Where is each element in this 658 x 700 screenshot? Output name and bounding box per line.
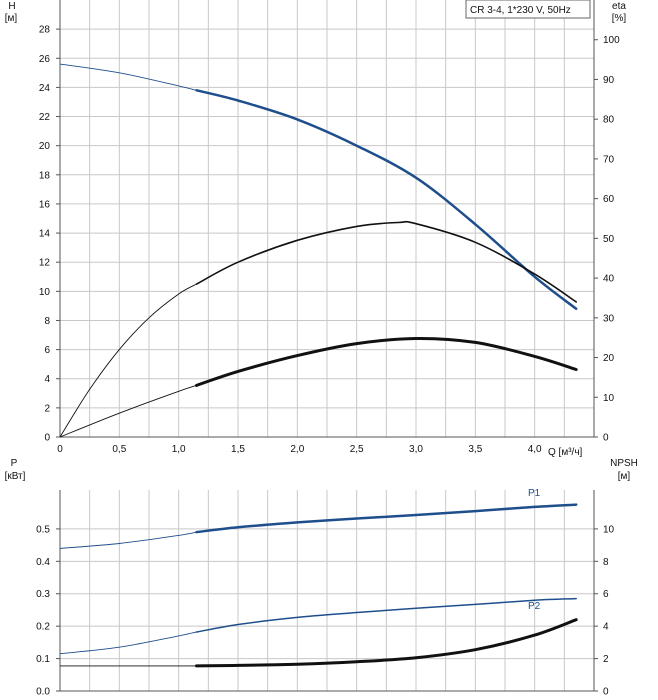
bottom-left-axis-unit: [кВт] xyxy=(5,471,26,482)
left-tick-label: 0.1 xyxy=(36,654,50,665)
bottom-left-axis-title: P xyxy=(11,458,18,469)
right-tick-label: 0 xyxy=(603,433,609,444)
left-tick-label: 0.2 xyxy=(36,622,50,633)
right-tick-label: 40 xyxy=(603,274,615,285)
top-right-axis-unit: [%] xyxy=(612,13,627,24)
right-tick-label: 4 xyxy=(603,622,609,633)
left-tick-label: 0.0 xyxy=(36,687,50,698)
axis-labels: H [м] eta [%] Q [м³/ч] P [кВт] NPSH [м] … xyxy=(5,1,638,612)
left-tick-label: 10 xyxy=(39,287,51,298)
top-left-axis-unit: [м] xyxy=(5,13,18,24)
x-tick-label: 1,5 xyxy=(231,444,245,455)
x-tick-label: 0,5 xyxy=(112,444,126,455)
right-tick-label: 20 xyxy=(603,353,615,364)
left-tick-label: 16 xyxy=(39,199,51,210)
left-tick-label: 0.5 xyxy=(36,524,50,535)
curve-eta_p xyxy=(195,336,578,387)
top-chart-grid: 0246810121416182022242628010203040506070… xyxy=(39,0,620,455)
x-axis-title: Q [м³/ч] xyxy=(548,447,583,458)
left-tick-label: 0.4 xyxy=(36,557,50,568)
left-tick-label: 6 xyxy=(44,345,50,356)
right-tick-label: 10 xyxy=(603,524,615,535)
right-tick-label: 0 xyxy=(603,687,609,698)
p2-curve-label: P2 xyxy=(528,601,541,612)
x-tick-label: 0 xyxy=(57,444,63,455)
right-tick-label: 10 xyxy=(603,393,615,404)
legend-box: CR 3-4, 1*230 V, 50Hz xyxy=(465,0,591,19)
left-tick-label: 22 xyxy=(39,112,51,123)
left-tick-label: 18 xyxy=(39,170,51,181)
curve-eta xyxy=(195,220,577,303)
top-left-axis-title: H xyxy=(8,1,15,12)
left-tick-label: 24 xyxy=(39,83,51,94)
x-tick-label: 4,0 xyxy=(528,444,542,455)
left-tick-label: 4 xyxy=(44,374,50,385)
curve-p2-thin xyxy=(59,631,197,655)
right-tick-label: 50 xyxy=(603,234,615,245)
curve-eta_p-thin xyxy=(59,384,197,438)
left-tick-label: 12 xyxy=(39,258,51,269)
bottom-right-axis-title: NPSH xyxy=(610,458,638,469)
right-tick-label: 60 xyxy=(603,194,615,205)
x-tick-label: 2,0 xyxy=(290,444,304,455)
right-tick-label: 100 xyxy=(603,35,620,46)
x-tick-label: 3,0 xyxy=(409,444,423,455)
p1-curve-label: P1 xyxy=(528,488,541,499)
curve-h-thin xyxy=(59,63,197,91)
left-tick-label: 8 xyxy=(44,316,50,327)
left-tick-label: 28 xyxy=(39,25,51,36)
x-tick-label: 2,5 xyxy=(350,444,364,455)
right-tick-label: 6 xyxy=(603,589,609,600)
x-tick-label: 3,5 xyxy=(468,444,482,455)
right-tick-label: 30 xyxy=(603,313,615,324)
right-tick-label: 8 xyxy=(603,557,609,568)
x-tick-label: 1,0 xyxy=(172,444,186,455)
left-tick-label: 0.3 xyxy=(36,589,50,600)
left-tick-label: 14 xyxy=(39,229,51,240)
right-tick-label: 2 xyxy=(603,654,609,665)
top-right-axis-title: eta xyxy=(612,1,626,12)
curve-npsh xyxy=(195,618,578,668)
bottom-right-axis-unit: [м] xyxy=(618,471,631,482)
curve-eta-thin xyxy=(59,283,197,438)
left-tick-label: 0 xyxy=(44,433,50,444)
left-tick-label: 20 xyxy=(39,141,51,152)
right-tick-label: 90 xyxy=(603,75,615,86)
curve-p1-thin xyxy=(59,531,197,549)
left-tick-label: 2 xyxy=(44,403,50,414)
left-tick-label: 26 xyxy=(39,54,51,65)
right-tick-label: 70 xyxy=(603,154,615,165)
legend-box-text: CR 3-4, 1*230 V, 50Hz xyxy=(470,5,571,16)
curve-p1 xyxy=(195,503,578,534)
right-tick-label: 80 xyxy=(603,115,615,126)
curves xyxy=(59,63,578,668)
curve-p2 xyxy=(195,597,577,633)
bottom-chart-grid: 0.0 0.1 0.2 0.3 0.4 0.5 0 2 4 6 8 10 xyxy=(36,490,615,698)
